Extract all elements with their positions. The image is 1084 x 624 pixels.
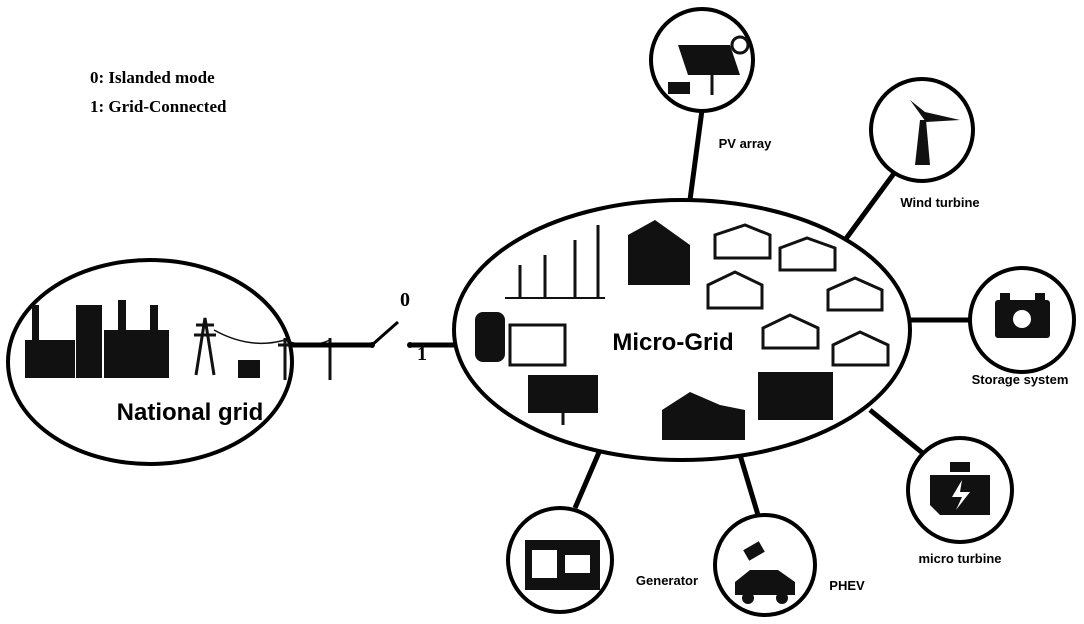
node-label: Wind turbine	[900, 195, 979, 210]
legend-item: 1: Grid-Connected	[90, 97, 227, 116]
links	[572, 109, 970, 516]
node-label: Storage system	[972, 372, 1069, 387]
switch-closed-label: 1	[417, 343, 427, 365]
national-grid-icons	[25, 300, 337, 380]
micro-grid-icons	[475, 220, 890, 440]
switch	[290, 320, 455, 348]
node-label: PV array	[719, 136, 773, 151]
national-grid-label: National grid	[117, 399, 264, 426]
pv-array-node	[649, 7, 755, 113]
generator-node	[506, 506, 614, 614]
micro-turbine-node	[906, 436, 1014, 544]
node-label: Generator	[636, 573, 698, 588]
switch-open-label: 0	[400, 289, 410, 311]
node-label: micro turbine	[918, 551, 1001, 566]
storage-system-node	[968, 266, 1076, 374]
node-label: PHEV	[829, 578, 865, 593]
wind-turbine-node	[869, 77, 975, 183]
phev-node	[713, 513, 817, 617]
micro-grid-label: Micro-Grid	[612, 329, 733, 356]
legend-item: 0: Islanded mode	[90, 68, 215, 87]
